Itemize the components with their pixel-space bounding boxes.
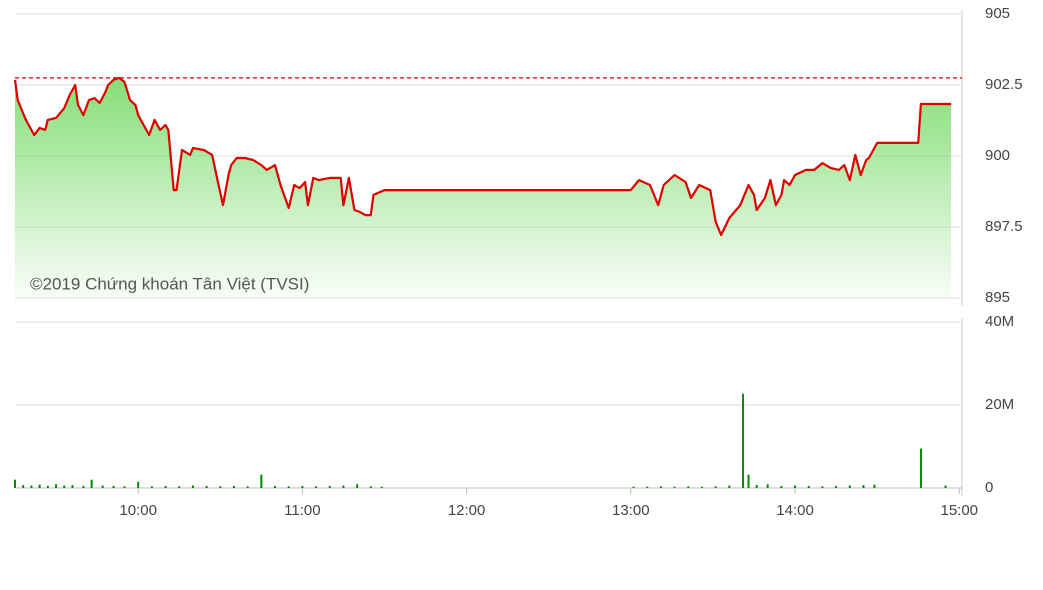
volume-bar <box>232 485 235 488</box>
volume-bar <box>287 486 290 488</box>
volume-bar <box>246 486 249 488</box>
volume-bar <box>780 485 783 488</box>
volume-bar <box>205 485 208 488</box>
volume-bar <box>260 474 263 488</box>
volume-bar <box>944 485 947 488</box>
x-tick-label: 13:00 <box>612 502 650 519</box>
y-tick-label: 40M <box>985 313 1014 330</box>
volume-bar <box>632 486 635 488</box>
volume-bar <box>301 485 304 488</box>
volume-bar <box>178 486 181 488</box>
volume-bar <box>90 479 93 488</box>
volume-bar <box>873 484 876 488</box>
x-tick-label: 12:00 <box>448 502 486 519</box>
x-tick-label: 14:00 <box>776 502 814 519</box>
volume-bar <box>742 393 745 488</box>
volume-bar <box>356 484 359 488</box>
y-tick-label: 897.5 <box>985 218 1023 235</box>
volume-bar <box>646 486 649 488</box>
y-tick-label: 20M <box>985 396 1014 413</box>
volume-bar <box>328 485 331 488</box>
y-tick-label: 905 <box>985 5 1010 22</box>
volume-bar <box>55 484 58 488</box>
volume-bar <box>700 486 703 488</box>
volume-bar <box>766 484 769 488</box>
volume-bar <box>30 485 33 488</box>
x-tick-label: 11:00 <box>284 502 320 519</box>
volume-bar <box>342 485 345 488</box>
volume-bar <box>101 485 104 488</box>
watermark: ©2019 Chứng khoán Tân Việt (TVSI) <box>30 274 309 293</box>
volume-bar <box>82 485 85 488</box>
volume-bar <box>137 481 140 488</box>
volume-bar <box>747 474 750 488</box>
volume-bar <box>807 485 810 488</box>
y-tick-label: 0 <box>985 479 993 496</box>
volume-bar <box>862 485 865 488</box>
volume-bar <box>673 486 676 488</box>
x-tick-label: 15:00 <box>940 502 978 519</box>
volume-bar <box>219 486 222 488</box>
volume-bar <box>274 485 277 488</box>
y-tick-label: 902.5 <box>985 76 1023 93</box>
volume-bar <box>821 486 824 488</box>
volume-bar <box>164 485 167 488</box>
volume-bar <box>755 485 758 488</box>
volume-bar <box>112 485 115 488</box>
volume-bar <box>848 485 851 488</box>
volume-bar <box>835 485 838 488</box>
volume-bar <box>22 485 25 488</box>
volume-bar <box>150 486 153 488</box>
volume-bar <box>71 485 74 488</box>
volume-bar <box>919 448 922 488</box>
area <box>15 77 952 299</box>
price-line <box>13 76 952 237</box>
y-tick-label: 895 <box>985 289 1010 306</box>
volume-bar <box>728 485 731 488</box>
volume-bar <box>14 479 16 488</box>
volume-bar <box>38 484 41 488</box>
volume-bar <box>714 486 717 488</box>
y-tick-label: 900 <box>985 147 1010 164</box>
volume-bar <box>380 486 383 488</box>
volume-bar <box>191 485 194 488</box>
volume-bar <box>46 485 49 488</box>
volume-bar <box>687 486 690 488</box>
volume-bar <box>123 486 126 488</box>
x-tick-label: 10:00 <box>119 502 157 519</box>
volume-bar <box>794 485 797 488</box>
volume-bar <box>369 486 372 488</box>
volume-bar <box>315 486 318 488</box>
volume-bar <box>63 485 66 488</box>
volume-bar <box>659 486 662 488</box>
